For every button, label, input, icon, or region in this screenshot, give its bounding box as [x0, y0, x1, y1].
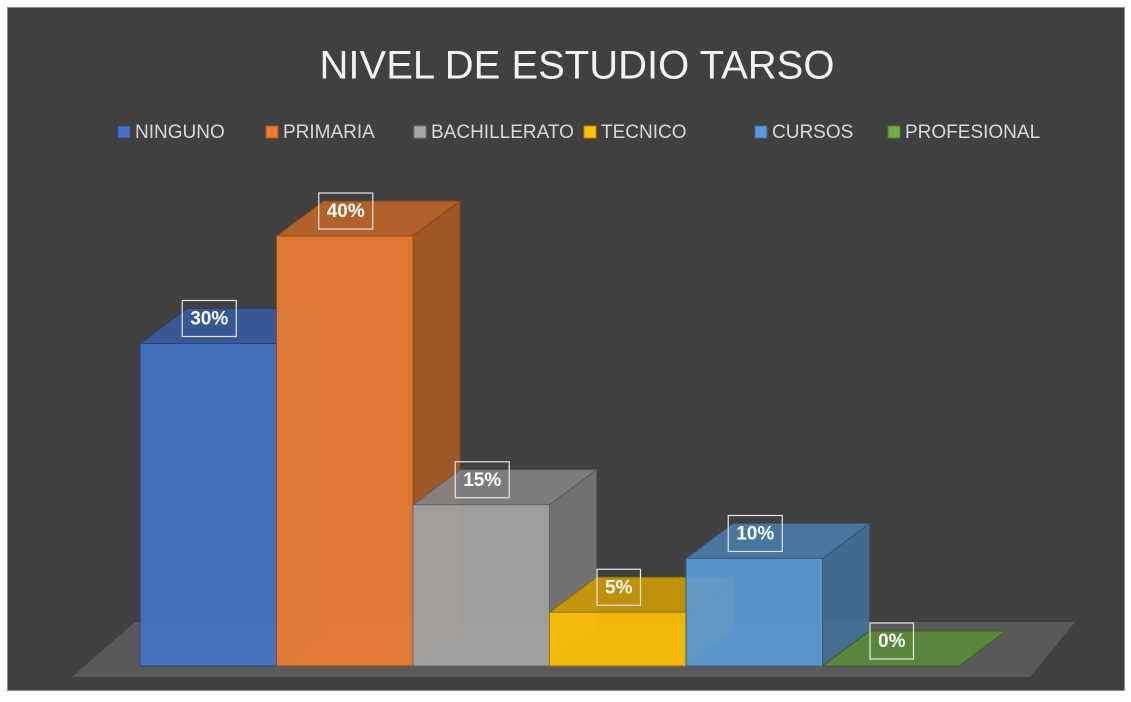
- legend-swatch: [583, 125, 597, 139]
- legend-label: CURSOS: [772, 122, 853, 143]
- legend-swatch: [754, 125, 768, 139]
- data-label: 40%: [327, 201, 365, 222]
- bar: [549, 611, 687, 667]
- legend-swatch: [413, 125, 427, 139]
- legend-label: BACHILLERATO: [431, 122, 574, 143]
- data-label: 5%: [605, 577, 633, 598]
- data-label-box: [727, 514, 783, 553]
- chart-title: NIVEL DE ESTUDIO TARSO: [320, 44, 835, 88]
- data-label: 0%: [878, 631, 906, 652]
- legend-swatch: [887, 125, 901, 139]
- data-label-box: [318, 192, 374, 230]
- data-label: 10%: [736, 524, 774, 545]
- data-label: 15%: [463, 470, 501, 491]
- data-label-box: [181, 299, 237, 338]
- bar-top: [820, 630, 1008, 667]
- legend-label: PRIMARIA: [283, 122, 375, 143]
- legend-swatch: [265, 125, 279, 139]
- data-label: 30%: [190, 309, 228, 330]
- legend-swatch: [117, 125, 131, 139]
- data-label-box: [596, 568, 642, 606]
- bar: [412, 504, 550, 667]
- legend-label: NINGUNO: [135, 122, 225, 143]
- legend-label: TECNICO: [601, 122, 687, 143]
- bar: [139, 343, 277, 667]
- legend-label: PROFESIONAL: [905, 122, 1040, 143]
- bar: [685, 558, 823, 667]
- data-label-box: [869, 622, 915, 660]
- bar: [276, 235, 414, 667]
- data-label-box: [454, 461, 510, 499]
